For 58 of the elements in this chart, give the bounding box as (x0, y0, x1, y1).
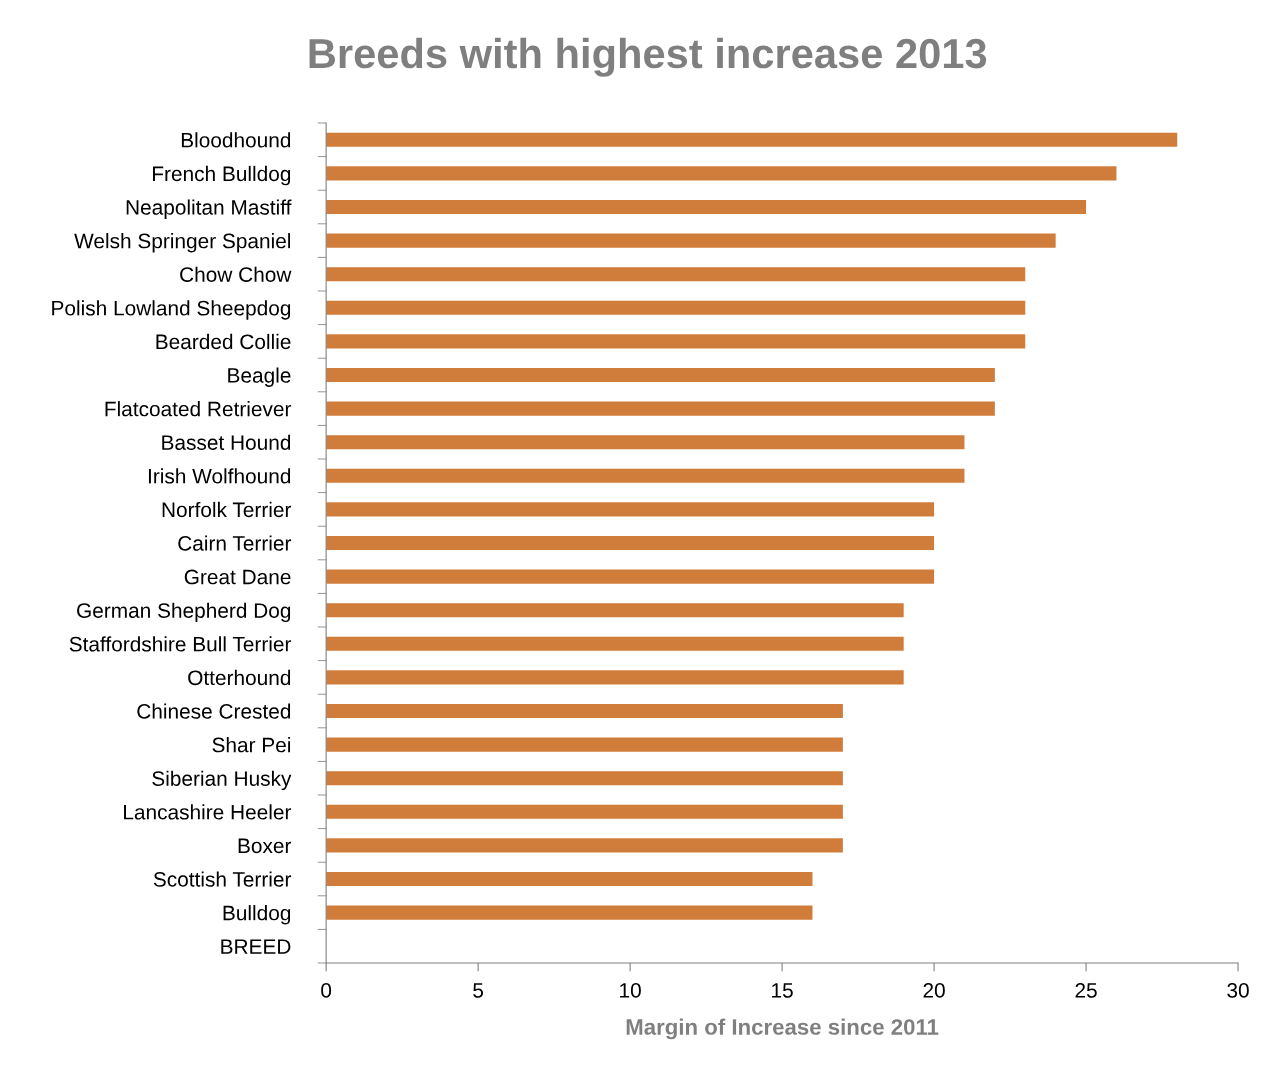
y-tick-label: Shar Pei (212, 737, 291, 753)
y-tick-label: Great Dane (184, 569, 291, 585)
bar (326, 300, 1026, 315)
bar (326, 435, 965, 450)
bar (326, 401, 995, 416)
y-tick-label: Siberian Husky (152, 770, 292, 791)
y-tick-label: Polish Lowland Sheepdog (52, 300, 291, 320)
chart-title: Breeds with highest increase 2013 (309, 37, 987, 77)
bar (326, 334, 1026, 349)
x-axis-title: Margin of Increase since 2011 (626, 1018, 939, 1040)
y-tick-label: Irish Wolfhound (148, 468, 291, 484)
bar (326, 771, 843, 786)
y-tick-label: BREED (221, 939, 291, 954)
bar (326, 838, 843, 853)
bar (326, 535, 935, 551)
bar (326, 636, 904, 651)
y-tick-label: Scottish Terrier (153, 871, 292, 887)
y-tick-label: Welsh Springer Spaniel (74, 233, 291, 253)
y-tick-label: Boxer (238, 838, 292, 854)
x-tick-label: 5 (473, 983, 484, 998)
bar (326, 233, 1056, 248)
y-tick-label: Flatcoated Retriever (105, 401, 292, 417)
y-tick-label: Cairn Terrier (178, 535, 292, 551)
bar (326, 703, 843, 719)
y-tick-label: Basset Hound (162, 434, 291, 450)
y-tick-label: Chow Chow (180, 266, 292, 282)
bar (326, 166, 1117, 181)
bar (326, 199, 1087, 215)
y-tick-label: Bearded Collie (156, 333, 291, 350)
x-tick-label: 20 (923, 983, 945, 998)
bar (326, 804, 843, 819)
bar (326, 737, 843, 752)
y-tick-label: Lancashire Heeler (124, 804, 292, 820)
bar (326, 132, 1178, 147)
bar (326, 468, 965, 483)
bar (326, 367, 995, 383)
y-tick-label: Chinese Crested (137, 703, 291, 719)
bar (326, 502, 935, 517)
bar (326, 871, 813, 887)
bar (326, 603, 904, 618)
y-tick-label: German Shepherd Dog (77, 602, 291, 623)
y-tick-label: Norfolk Terrier (162, 501, 292, 518)
x-tick-label: 15 (772, 983, 793, 998)
bar (326, 267, 1026, 282)
x-tick-label: 30 (1227, 983, 1249, 998)
y-tick-label: Beagle (228, 367, 291, 387)
bar (326, 569, 935, 584)
y-tick-label: Otterhound (188, 669, 291, 686)
bar (326, 905, 813, 920)
y-tick-label: Bloodhound (181, 132, 291, 148)
y-tick-label: French Bulldog (153, 165, 291, 186)
x-tick-label: 25 (1075, 983, 1097, 998)
x-tick-label: 10 (620, 983, 641, 998)
y-tick-label: Staffordshire Bull Terrier (69, 636, 292, 652)
y-tick-label: Neapolitan Mastiff (126, 199, 292, 219)
y-tick-label: Bulldog (223, 905, 291, 925)
x-tick-label: 0 (321, 983, 332, 998)
bar (326, 670, 904, 685)
